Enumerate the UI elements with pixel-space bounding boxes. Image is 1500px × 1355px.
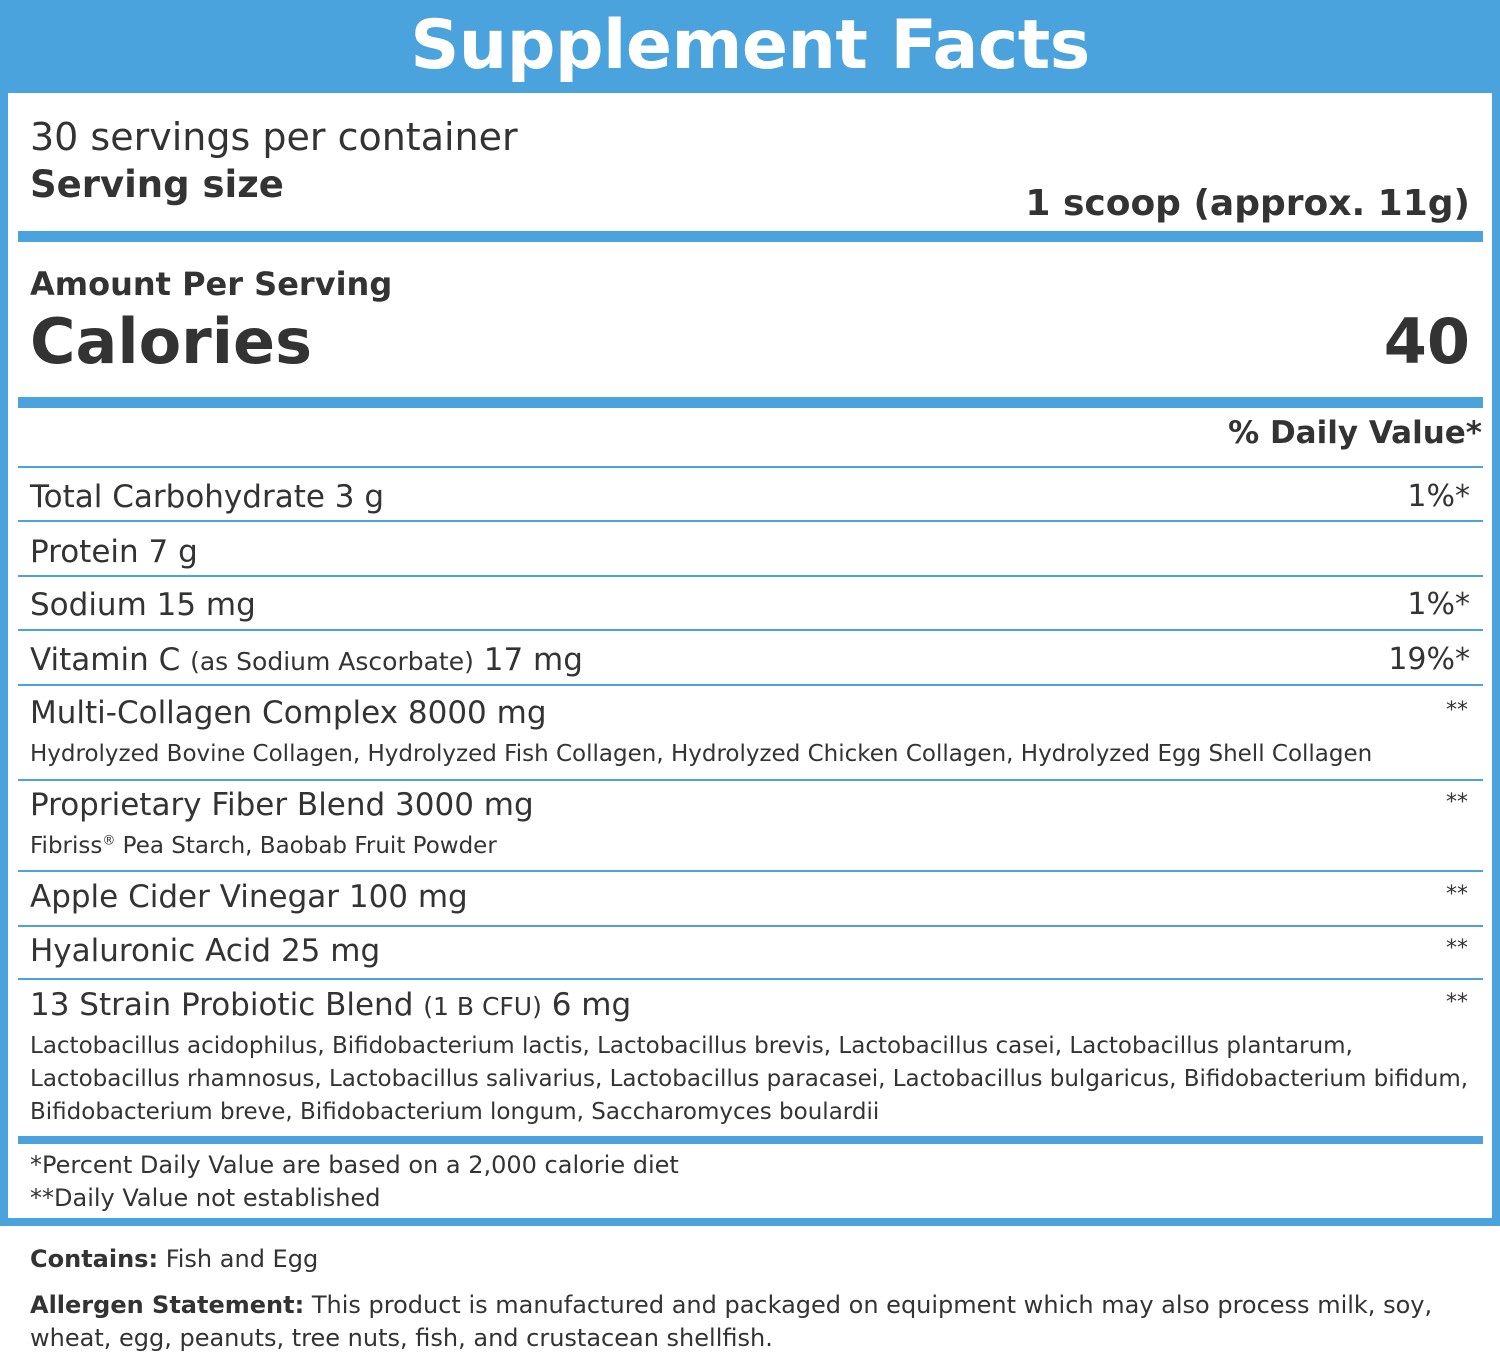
- contains-label: Contains:: [30, 1245, 159, 1273]
- footnote-daily-value: *Percent Daily Value are based on a 2,00…: [30, 1151, 679, 1179]
- allergen-statement: Allergen Statement: This product is manu…: [30, 1289, 1470, 1355]
- row-divider: [18, 684, 1483, 686]
- nutrient-total-carbohydrate: Total Carbohydrate 3 g: [30, 479, 385, 515]
- daily-value-header: % Daily Value*: [1228, 415, 1482, 451]
- probiotic-detail-line: Lactobacillus acidophilus, Bifidobacteri…: [30, 1033, 1353, 1059]
- allergen-label: Allergen Statement:: [30, 1291, 305, 1319]
- row-divider: [18, 629, 1483, 631]
- nutrient-fiber-blend: Proprietary Fiber Blend 3000 mg: [30, 787, 534, 823]
- allergen-text: This product is manufactured and package…: [30, 1291, 1433, 1352]
- row-divider: [18, 978, 1483, 980]
- contains-statement: Contains: Fish and Egg: [30, 1243, 1470, 1276]
- row-divider: [18, 870, 1483, 872]
- dv-apple-cider-vinegar: **: [1446, 882, 1468, 907]
- nutrient-hyaluronic-acid: Hyaluronic Acid 25 mg: [30, 933, 381, 969]
- dv-sodium: 1%*: [1407, 587, 1470, 622]
- probiotic-name: 13 Strain Probiotic Blend: [30, 987, 414, 1023]
- amount-per-serving: Amount Per Serving: [30, 265, 393, 303]
- row-divider: [18, 575, 1483, 577]
- serving-size-value: 1 scoop (approx. 11g): [1025, 183, 1470, 224]
- probiotic-cfu: (1 B CFU): [423, 992, 542, 1021]
- registered-mark: ®: [102, 833, 116, 849]
- nutrient-sodium: Sodium 15 mg: [30, 587, 256, 623]
- nutrient-probiotic-blend: 13 Strain Probiotic Blend (1 B CFU) 6 mg: [30, 987, 631, 1023]
- dv-probiotic-blend: **: [1446, 990, 1468, 1015]
- thick-divider: [18, 397, 1483, 408]
- serving-size-label: Serving size: [30, 163, 284, 206]
- nutrient-multi-collagen: Multi-Collagen Complex 8000 mg: [30, 695, 547, 731]
- row-divider: [18, 466, 1483, 468]
- nutrient-apple-cider-vinegar: Apple Cider Vinegar 100 mg: [30, 879, 468, 915]
- nutrient-vitamin-c: Vitamin C (as Sodium Ascorbate) 17 mg: [30, 642, 583, 678]
- fiber-brand: Fibriss: [30, 833, 103, 859]
- fiber-blend-detail: Fibriss® Pea Starch, Baobab Fruit Powder: [30, 833, 497, 859]
- dv-total-carbohydrate: 1%*: [1407, 479, 1470, 514]
- fiber-ingredients: Pea Starch, Baobab Fruit Powder: [122, 833, 497, 859]
- calories-label: Calories: [30, 305, 312, 378]
- row-divider: [18, 779, 1483, 781]
- dv-fiber-blend: **: [1446, 790, 1468, 815]
- nutrient-protein: Protein 7 g: [30, 534, 198, 570]
- vitamin-c-amount: 17 mg: [483, 642, 583, 678]
- dv-vitamin-c: 19%*: [1388, 642, 1470, 677]
- calories-value: 40: [1383, 305, 1470, 378]
- row-divider: [18, 520, 1483, 522]
- contains-text: Fish and Egg: [165, 1245, 319, 1273]
- footnote-not-established: **Daily Value not established: [30, 1184, 381, 1212]
- row-divider: [18, 925, 1483, 927]
- supplement-facts-panel: Supplement Facts 30 servings per contain…: [0, 0, 1500, 1226]
- vitamin-c-source: (as Sodium Ascorbate): [190, 647, 474, 676]
- multi-collagen-detail: Hydrolyzed Bovine Collagen, Hydrolyzed F…: [30, 741, 1373, 767]
- probiotic-detail-line: Lactobacillus rhamnosus, Lactobacillus s…: [30, 1066, 1469, 1092]
- dv-hyaluronic-acid: **: [1446, 936, 1468, 961]
- probiotic-amount: 6 mg: [551, 987, 632, 1023]
- servings-per-container: 30 servings per container: [30, 115, 518, 159]
- probiotic-detail-line: Bifidobacterium breve, Bifidobacterium l…: [30, 1099, 880, 1125]
- thick-divider: [18, 231, 1483, 242]
- label-title: Supplement Facts: [410, 6, 1090, 85]
- dv-multi-collagen: **: [1446, 698, 1468, 723]
- facts-body: 30 servings per container Serving size 1…: [8, 93, 1492, 1218]
- thick-divider: [18, 1136, 1483, 1144]
- vitamin-c-name: Vitamin C: [30, 642, 181, 678]
